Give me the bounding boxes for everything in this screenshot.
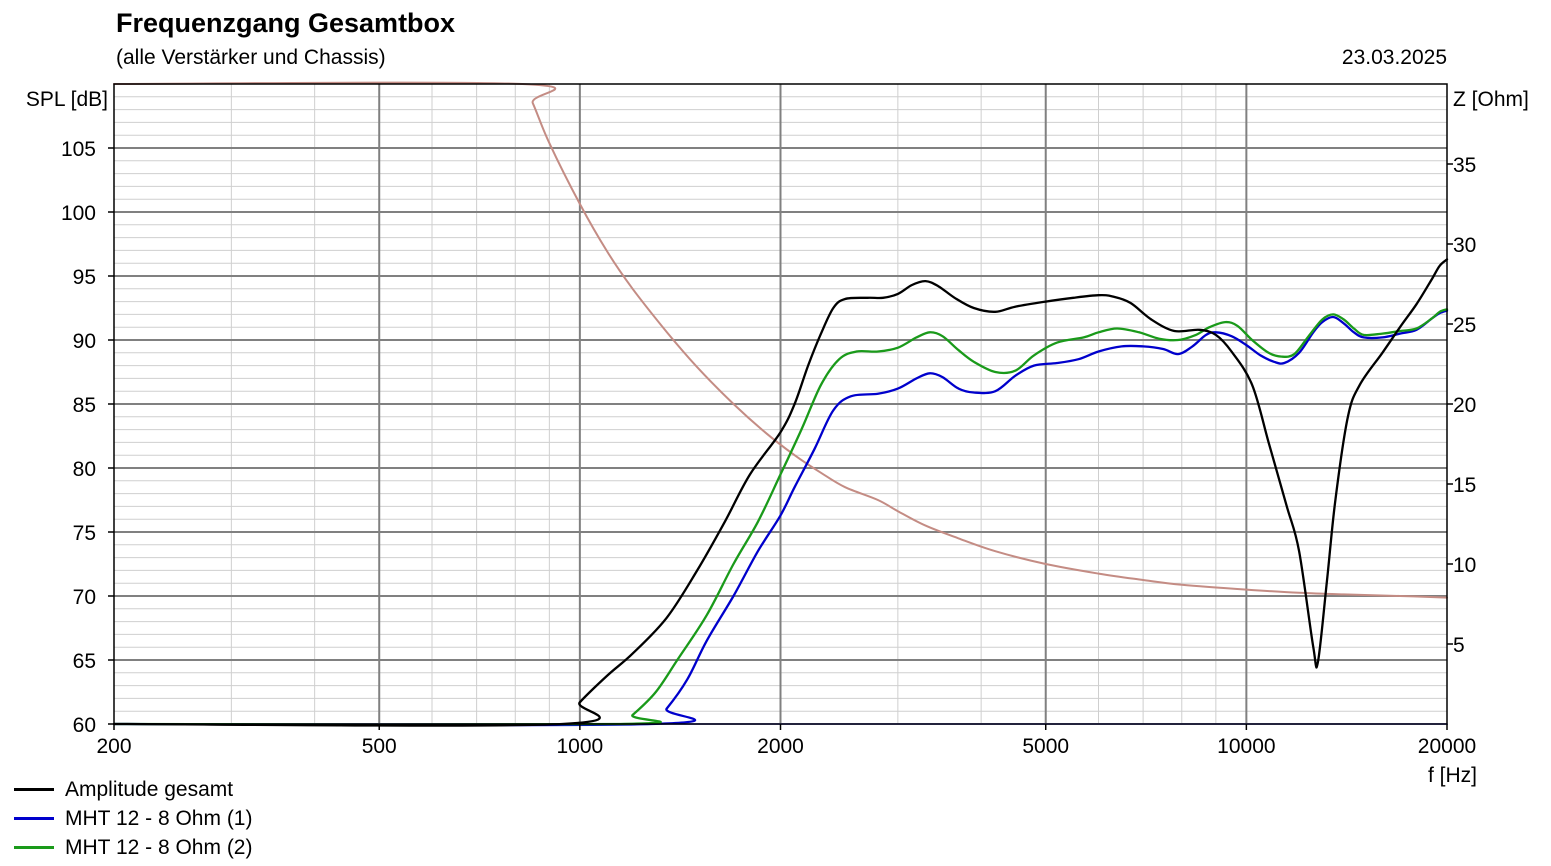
y-tick-label: 85 bbox=[73, 394, 96, 417]
legend-item: MHT 12 - 8 Ohm (1) bbox=[14, 804, 252, 833]
x-tick-label: 2000 bbox=[757, 735, 804, 758]
legend-swatch bbox=[14, 846, 54, 849]
chart-title: Frequenzgang Gesamtbox bbox=[116, 8, 456, 38]
y-axis-label: SPL [dB] bbox=[26, 88, 108, 111]
y-tick-label: 60 bbox=[73, 714, 96, 737]
y2-tick-label: 30 bbox=[1453, 234, 1476, 257]
major-grid bbox=[114, 84, 1447, 724]
y2-tick-label: 20 bbox=[1453, 394, 1476, 417]
series-impedance bbox=[113, 81, 1448, 599]
y-tick-label: 90 bbox=[73, 330, 96, 353]
y2-tick-label: 5 bbox=[1453, 634, 1465, 657]
y2-tick-label: 10 bbox=[1453, 554, 1476, 577]
x-tick-label: 10000 bbox=[1217, 735, 1275, 758]
series-mht12-1 bbox=[112, 309, 1449, 727]
x-axis-label: f [Hz] bbox=[1428, 764, 1477, 787]
y-tick-label: 80 bbox=[73, 458, 96, 481]
x-tick-label: 200 bbox=[96, 735, 131, 758]
y-tick-label: 75 bbox=[73, 522, 96, 545]
x-tick-label: 500 bbox=[362, 735, 397, 758]
y2-tick-label: 15 bbox=[1453, 474, 1476, 497]
legend-label: MHT 12 - 8 Ohm (1) bbox=[65, 806, 253, 830]
x-tick-label: 1000 bbox=[557, 735, 604, 758]
tick-labels: 60 65 70 75 80 85 90 95 100 105 5 10 15 20 25 30 35 200 50… bbox=[61, 138, 1476, 758]
y2-axis-label: Z [Ohm] bbox=[1453, 88, 1529, 111]
legend-item: MHT 12 - 8 Ohm (2) bbox=[14, 833, 252, 862]
legend-label: MHT 12 - 8 Ohm (2) bbox=[65, 835, 253, 859]
y-tick-label: 100 bbox=[61, 202, 96, 225]
y-tick-label: 105 bbox=[61, 138, 96, 161]
y2-tick-label: 25 bbox=[1453, 314, 1476, 337]
legend-swatch bbox=[14, 817, 54, 820]
legend-swatch bbox=[14, 788, 54, 791]
y-tick-label: 70 bbox=[73, 586, 96, 609]
series-amplitude-gesamt bbox=[112, 258, 1449, 727]
chart-date: 23.03.2025 bbox=[1341, 46, 1447, 69]
chart-subtitle: (alle Verstärker und Chassis) bbox=[116, 46, 386, 69]
legend-label: Amplitude gesamt bbox=[65, 777, 234, 801]
y-tick-label: 95 bbox=[73, 266, 96, 289]
y-tick-label: 65 bbox=[73, 650, 96, 673]
legend: Amplitude gesamt MHT 12 - 8 Ohm (1) MHT 12… bbox=[14, 775, 252, 862]
legend-item: Amplitude gesamt bbox=[14, 775, 252, 804]
x-tick-label: 5000 bbox=[1022, 735, 1069, 758]
y2-tick-label: 35 bbox=[1453, 154, 1476, 177]
x-tick-label: 20000 bbox=[1418, 735, 1476, 758]
series-mht12-2 bbox=[112, 308, 1449, 726]
